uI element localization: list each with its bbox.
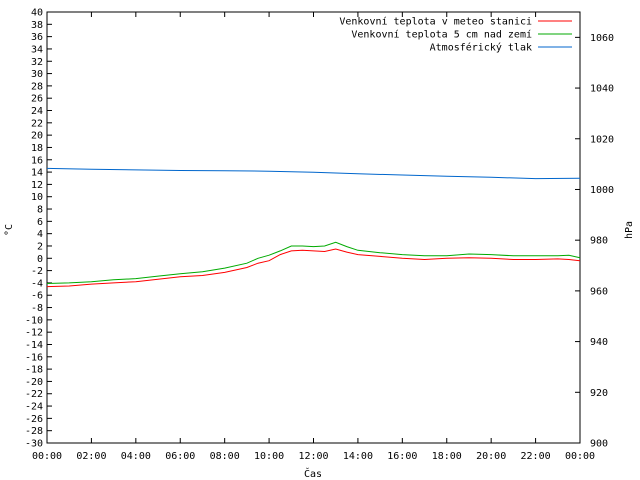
y-left-tick-label: -26 xyxy=(25,414,43,425)
series-line-3 xyxy=(46,167,581,180)
legend-label-2: Venkovní teplota 5 cm nad zemí xyxy=(351,29,532,41)
x-tick-label: 18:00 xyxy=(432,451,462,462)
y-left-tick-label: 24 xyxy=(31,106,43,117)
y-left-tick-label: 22 xyxy=(31,118,43,129)
y-left-tick-label: 14 xyxy=(31,168,43,179)
x-tick-label: 06:00 xyxy=(165,451,195,462)
y-right-tick-label: 1000 xyxy=(590,185,614,196)
y-right-tick-label: 940 xyxy=(590,337,608,348)
y-left-tick-label: -14 xyxy=(25,340,43,351)
y-left-tick-label: 40 xyxy=(31,8,43,19)
y-axis-right: 900 920 940 960 980 1000 1020 1040 1060 xyxy=(575,33,614,450)
y-left-tick-label: 16 xyxy=(31,155,43,166)
y-left-tick-label: -20 xyxy=(25,377,43,388)
x-axis-label: Čas xyxy=(304,467,322,480)
y-left-tick-label: -4 xyxy=(31,278,43,289)
y-axis-left: -30-28-26-24-22-20-18-16-14-12-10-8-6-4-… xyxy=(25,8,52,450)
y-left-tick-label: 20 xyxy=(31,131,43,142)
y-left-tick-label: 10 xyxy=(31,192,43,203)
y-left-tick-label: 0 xyxy=(37,254,43,265)
y-left-tick-label: 4 xyxy=(37,229,43,240)
legend-label-3: Atmosférický tlak xyxy=(430,42,532,54)
y-right-tick-label: 980 xyxy=(590,236,608,247)
y-left-tick-label: -30 xyxy=(25,439,43,450)
y-left-tick-label: 32 xyxy=(31,57,43,68)
y-left-tick-label: 30 xyxy=(31,69,43,80)
series-line-2 xyxy=(46,241,581,284)
y-axis-left-label: °C xyxy=(4,224,15,236)
y-left-tick-label: -10 xyxy=(25,315,43,326)
y-left-tick-label: 34 xyxy=(31,44,43,55)
y-left-tick-label: 38 xyxy=(31,20,43,31)
x-tick-label: 16:00 xyxy=(387,451,417,462)
y-left-tick-label: 12 xyxy=(31,180,43,191)
y-left-tick-label: 26 xyxy=(31,94,43,105)
y-left-tick-label: -22 xyxy=(25,389,43,400)
y-left-tick-label: 2 xyxy=(37,241,43,252)
legend-label-1: Venkovní teplota v meteo stanici xyxy=(339,16,532,28)
series-lines xyxy=(46,167,581,288)
y-right-tick-label: 900 xyxy=(590,439,608,450)
y-left-tick-label: -24 xyxy=(25,402,43,413)
plot-area xyxy=(46,11,581,444)
y-left-tick-label: 18 xyxy=(31,143,43,154)
y-left-tick-label: -2 xyxy=(31,266,43,277)
x-tick-label: 12:00 xyxy=(298,451,328,462)
x-tick-label: 20:00 xyxy=(476,451,506,462)
y-left-tick-label: -8 xyxy=(31,303,43,314)
y-left-tick-label: -12 xyxy=(25,328,43,339)
y-right-tick-label: 1040 xyxy=(590,84,614,95)
y-right-tick-label: 920 xyxy=(590,388,608,399)
y-left-tick-label: 28 xyxy=(31,81,43,92)
x-tick-label: 10:00 xyxy=(254,451,284,462)
x-tick-label: 14:00 xyxy=(343,451,373,462)
x-axis: 00:00 02:00 04:00 06:00 08:00 10:00 12:00 14:00… xyxy=(32,12,595,462)
x-tick-label: 22:00 xyxy=(521,451,551,462)
y-left-tick-label: -28 xyxy=(25,426,43,437)
x-tick-label: 02:00 xyxy=(76,451,106,462)
series-line-1 xyxy=(46,248,581,288)
y-right-tick-label: 1020 xyxy=(590,134,614,145)
y-right-tick-label: 960 xyxy=(590,286,608,297)
y-left-tick-label: -18 xyxy=(25,365,43,376)
y-left-tick-label: 8 xyxy=(37,205,43,216)
x-tick-label: 00:00 xyxy=(565,451,595,462)
y-left-tick-label: -6 xyxy=(31,291,43,302)
y-left-tick-label: 36 xyxy=(31,32,43,43)
y-axis-right-label: hPa xyxy=(624,221,635,239)
legend: Venkovní teplota v meteo staniciVenkovní… xyxy=(339,16,572,54)
y-right-tick-label: 1060 xyxy=(590,33,614,44)
x-tick-label: 08:00 xyxy=(210,451,240,462)
x-tick-label: 00:00 xyxy=(32,451,62,462)
x-tick-label: 04:00 xyxy=(121,451,151,462)
y-left-tick-label: -16 xyxy=(25,352,43,363)
y-left-tick-label: 6 xyxy=(37,217,43,228)
